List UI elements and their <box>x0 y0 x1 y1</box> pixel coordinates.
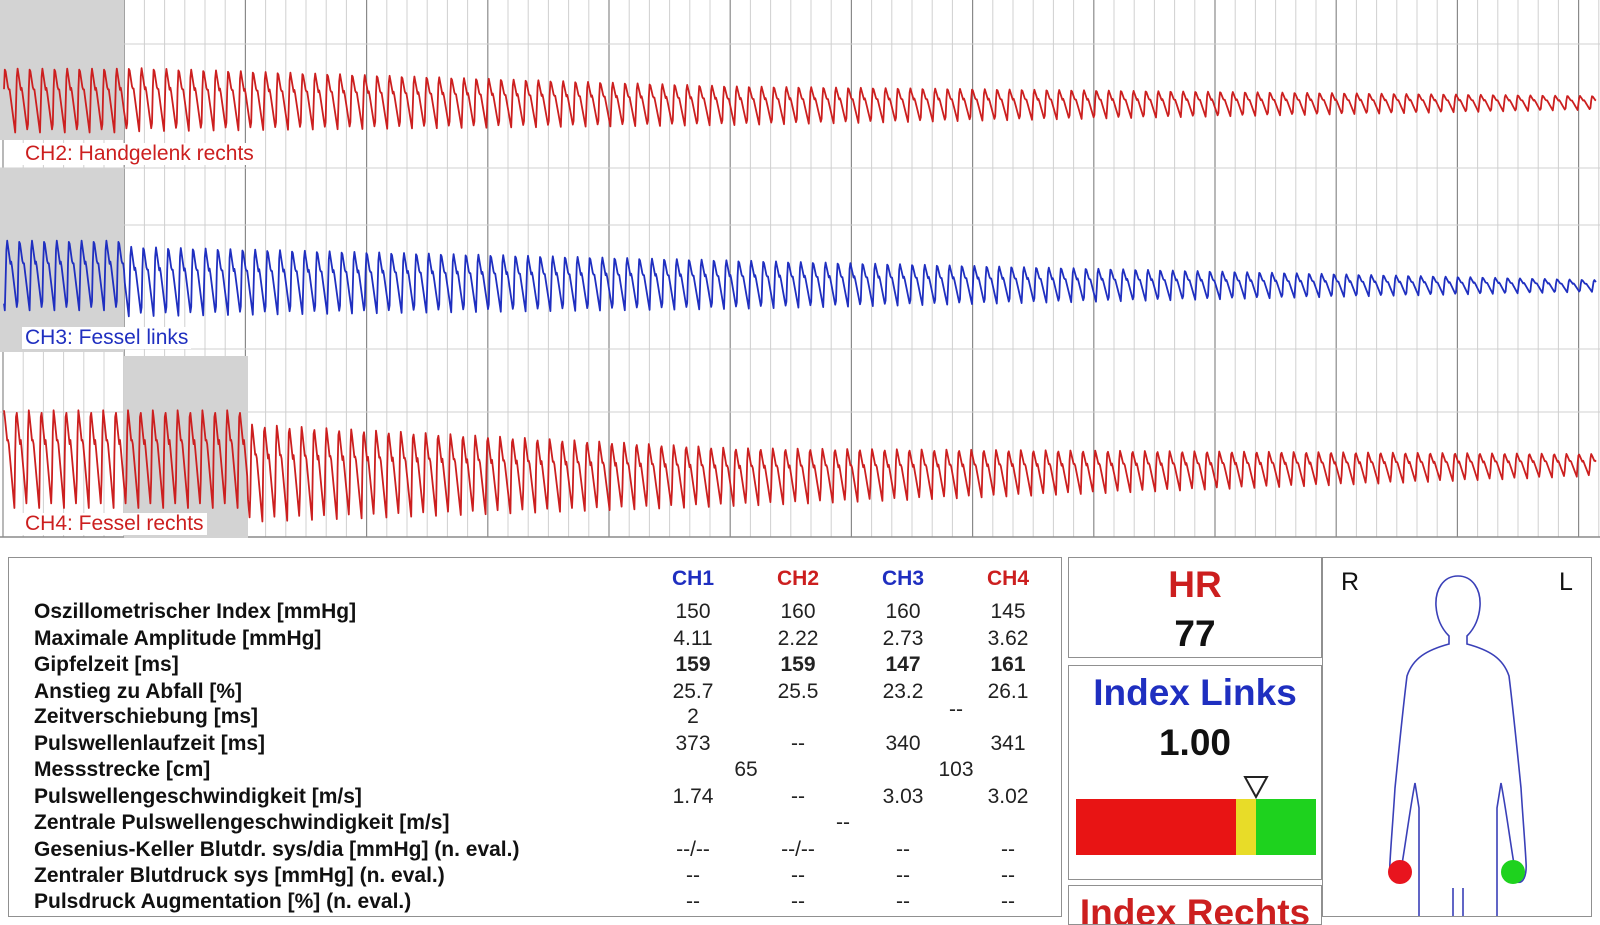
cell-value: 1.74 <box>672 785 714 808</box>
col-head-ch4: CH4 <box>986 567 1029 590</box>
cell-value: -- <box>791 890 805 913</box>
cell-value: -- <box>791 732 805 755</box>
row-label-pulsdruck-augmentation: Pulsdruck Augmentation [%] (n. eval.) <box>34 890 412 913</box>
cell-value: -- <box>896 864 910 887</box>
cell-value: -- <box>1001 838 1015 861</box>
cell-value: 147 <box>885 653 921 676</box>
cell-value: 159 <box>780 653 816 676</box>
cell-value: 159 <box>675 653 711 676</box>
body-diagram-panel: R L <box>1322 557 1592 917</box>
ch4-waveform <box>3 409 1597 523</box>
cell-value: -- <box>836 811 850 834</box>
cell-value: 25.5 <box>777 680 819 703</box>
col-head-ch1: CH1 <box>671 567 714 590</box>
cell-value: 3.02 <box>987 785 1029 808</box>
hr-value: 77 <box>1174 613 1216 654</box>
cell-value: --/-- <box>781 838 815 861</box>
ch4-label: CH4: Fessel rechts <box>22 513 207 535</box>
cell-value: -- <box>686 864 700 887</box>
cell-value: 145 <box>990 600 1026 623</box>
index-links-value: 1.00 <box>1158 722 1231 763</box>
row-label-pwv: Pulswellengeschwindigkeit [m/s] <box>34 785 362 808</box>
waveform-area: CH2: Handgelenk rechts CH3: Fessel links… <box>0 0 1600 538</box>
cell-value: -- <box>1001 890 1015 913</box>
index-rechts-panel: Index Rechts <box>1068 885 1322 925</box>
row-label-anstieg-abfall: Anstieg zu Abfall [%] <box>34 680 243 703</box>
cell-value: 373 <box>675 732 711 755</box>
cell-value: -- <box>791 864 805 887</box>
scale-yellow-zone <box>1236 799 1256 855</box>
cell-value: 150 <box>675 600 711 623</box>
cell-value: 23.2 <box>882 680 924 703</box>
left-side-label: L <box>1559 568 1573 596</box>
row-label-gesenius-keller: Gesenius-Keller Blutdr. sys/dia [mmHg] (… <box>34 838 520 861</box>
cell-value: -- <box>686 890 700 913</box>
cell-value: 160 <box>885 600 921 623</box>
row-label-pulswellenlaufzeit: Pulswellenlaufzeit [ms] <box>34 732 266 755</box>
left-sensor-dot <box>1501 860 1525 884</box>
cell-value: 65 <box>734 758 758 781</box>
cell-value: 103 <box>938 758 974 781</box>
right-side-label: R <box>1341 568 1360 596</box>
ch2-label: CH2: Handgelenk rechts <box>22 143 257 165</box>
index-rechts-label: Index Rechts <box>1079 892 1311 925</box>
index-links-label: Index Links <box>1093 672 1297 713</box>
hr-label: HR <box>1168 564 1222 605</box>
right-sensor-dot <box>1388 860 1412 884</box>
hr-panel: HR 77 <box>1068 557 1322 658</box>
cell-value: -- <box>791 785 805 808</box>
scale-marker-icon <box>1243 776 1269 800</box>
cell-value: -- <box>896 838 910 861</box>
ch4-waveform-trace <box>3 409 1597 523</box>
row-label-zentrale-pwv: Zentrale Pulswellengeschwindigkeit [m/s] <box>34 811 450 834</box>
cell-value: -- <box>1001 864 1015 887</box>
cell-value: 4.11 <box>673 627 713 650</box>
cell-value: 341 <box>990 732 1026 755</box>
cell-value: 25.7 <box>672 680 714 703</box>
cell-value: 161 <box>990 653 1026 676</box>
cell-value: --/-- <box>676 838 710 861</box>
cell-value: 3.03 <box>882 785 924 808</box>
scale-green-zone <box>1256 799 1316 855</box>
ch2-waveform-trace <box>3 67 1597 134</box>
row-label-messstrecke: Messstrecke [cm] <box>34 758 211 781</box>
cell-value: 2.73 <box>882 627 924 650</box>
ch3-calibration-shade <box>0 168 124 352</box>
ch2-waveform <box>3 67 1597 134</box>
index-links-scale <box>1076 776 1316 855</box>
cell-value: -- <box>896 890 910 913</box>
waveform-chart <box>0 0 1600 538</box>
row-label-osz-index: Oszillometrischer Index [mmHg] <box>34 600 357 623</box>
row-label-zentraler-blutdruck: Zentraler Blutdruck sys [mmHg] (n. eval.… <box>34 864 445 887</box>
row-label-zeitverschiebung: Zeitverschiebung [ms] <box>34 705 259 728</box>
row-label-gipfelzeit: Gipfelzeit [ms] <box>34 653 179 676</box>
body-figure <box>1388 575 1527 916</box>
ch3-waveform-trace <box>3 239 1597 318</box>
scale-red-zone <box>1076 799 1236 855</box>
cell-value: 3.62 <box>987 627 1029 650</box>
cell-value: 340 <box>885 732 921 755</box>
cell-value: -- <box>949 698 963 721</box>
body-outline-icon <box>1389 575 1527 916</box>
ch4-calibration-shade <box>124 356 248 538</box>
results-table: CH1 CH2 CH3 CH4 Oszillometrischer Index … <box>8 557 1062 917</box>
cell-value: 160 <box>780 600 816 623</box>
cell-value: 26.1 <box>987 680 1029 703</box>
ch3-label: CH3: Fessel links <box>22 327 192 349</box>
index-links-panel: Index Links 1.00 <box>1068 665 1322 880</box>
cell-value: 2 <box>687 705 699 728</box>
cell-value: 2.22 <box>777 627 819 650</box>
col-head-ch3: CH3 <box>881 567 924 590</box>
row-label-max-amplitude: Maximale Amplitude [mmHg] <box>34 627 322 650</box>
ch3-waveform <box>3 239 1597 318</box>
col-head-ch2: CH2 <box>776 567 819 590</box>
